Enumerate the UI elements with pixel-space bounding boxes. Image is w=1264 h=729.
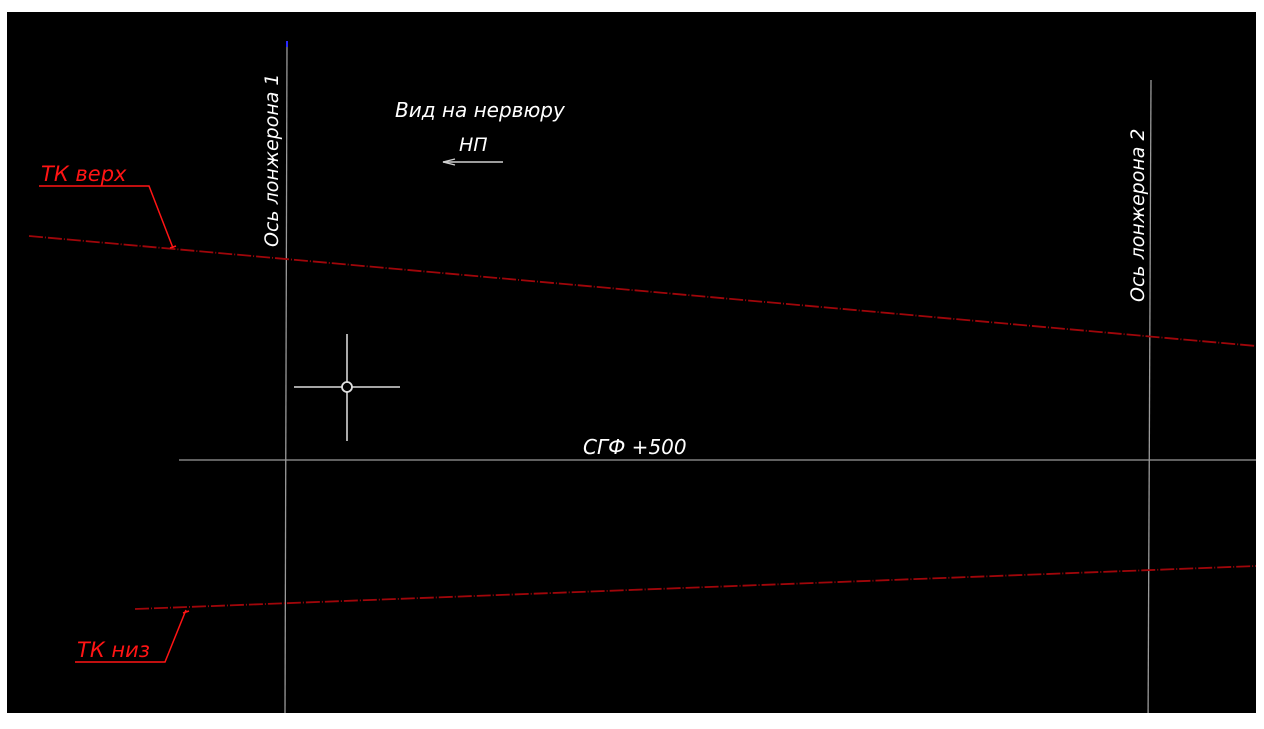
spar-axis-1-line[interactable] xyxy=(284,41,288,713)
view-direction-arrowhead xyxy=(442,158,456,166)
lower-contour-label: ТК низ xyxy=(77,638,150,662)
lower-contour-leader xyxy=(75,609,187,663)
upper-contour-line[interactable] xyxy=(28,235,1256,347)
crosshair-cursor-icon xyxy=(294,334,400,441)
lower-contour-line[interactable] xyxy=(134,565,1256,610)
lower-contour-leader-tick xyxy=(182,610,190,614)
drawing-canvas[interactable]: ТК верх ТК низ Вид на нервюру НП СГФ +50… xyxy=(7,12,1256,713)
cad-drawing-viewport[interactable]: ТК верх ТК низ Вид на нервюру НП СГФ +50… xyxy=(7,12,1256,713)
view-direction-label: НП xyxy=(459,134,488,156)
reference-line-label: СГФ +500 xyxy=(583,435,687,459)
upper-contour-leader xyxy=(39,185,174,249)
view-title: Вид на нервюру xyxy=(395,98,566,122)
spar-axis-1-endpoint xyxy=(286,41,288,47)
spar-axis-2-line[interactable] xyxy=(1147,79,1152,713)
spar-axis-2-label: Ось лонжерона 2 xyxy=(1127,128,1149,302)
upper-contour-label: ТК верх xyxy=(41,162,127,186)
pickbox-icon xyxy=(341,381,353,393)
upper-contour-leader-tick xyxy=(169,245,177,249)
spar-axis-1-label: Ось лонжерона 1 xyxy=(261,73,283,247)
